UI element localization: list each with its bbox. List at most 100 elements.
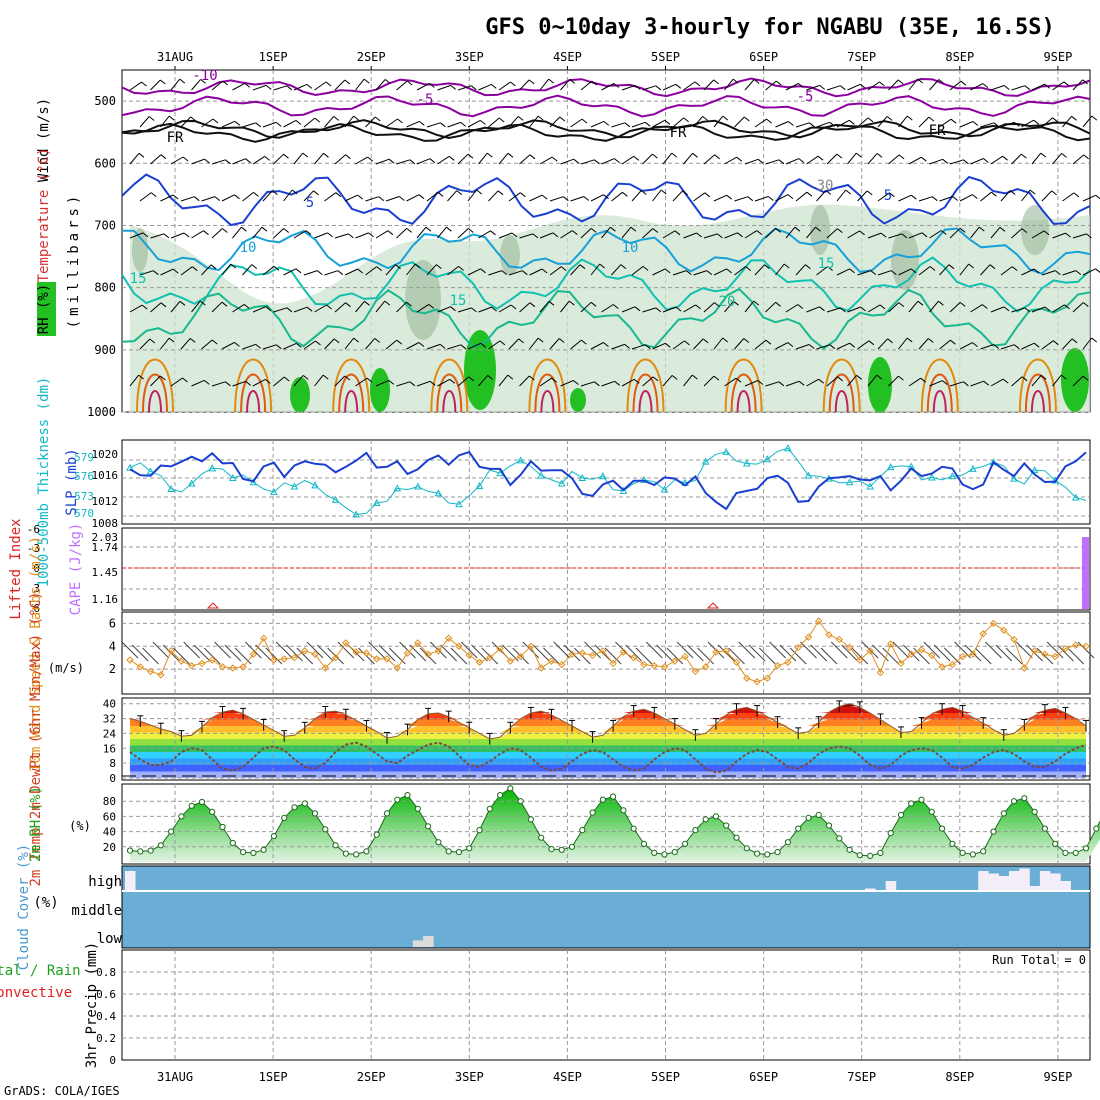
wind-barb xyxy=(293,152,304,165)
wind-barb xyxy=(857,340,870,350)
wind-barb xyxy=(601,83,615,91)
wind-barb xyxy=(683,374,693,387)
wind-barb-flag xyxy=(511,232,518,238)
side-label-total-rain: Total / Rain xyxy=(0,963,81,979)
rh-point xyxy=(455,849,462,856)
wind-barb-flag xyxy=(160,302,167,308)
wind-barb-flag xyxy=(230,263,237,269)
unit-rh2m: (%) xyxy=(69,819,91,833)
wind-barb xyxy=(437,155,450,165)
wind-barb xyxy=(590,120,605,128)
ytick-li: 6 xyxy=(33,602,40,615)
wind-barb xyxy=(959,121,974,128)
wind-barb-flag xyxy=(931,196,938,202)
wind-barb xyxy=(621,378,635,387)
rh-point xyxy=(147,847,154,854)
rh-point xyxy=(1052,840,1059,847)
rh-point xyxy=(579,827,586,834)
temp-contour-loop xyxy=(724,358,763,413)
wind-barb-flag xyxy=(479,120,486,125)
wind-barb-flag xyxy=(717,233,723,239)
ytick-cape: 1.16 xyxy=(92,593,119,606)
wind-barb-flag xyxy=(959,227,966,233)
wind-barb-flag xyxy=(898,375,904,381)
wind-barb-flag xyxy=(456,190,463,195)
wind-barb xyxy=(1000,190,1011,202)
wind-barb xyxy=(191,300,201,313)
wind-barb xyxy=(888,79,899,91)
wind-barb xyxy=(570,118,583,128)
wind-barb xyxy=(611,191,623,202)
barb xyxy=(697,647,715,665)
wind-point xyxy=(660,663,669,671)
wind-barb xyxy=(1052,81,1065,91)
wind-barb-flag xyxy=(880,232,887,238)
wind-barb xyxy=(303,190,314,202)
thickness-point xyxy=(1071,493,1080,501)
barb xyxy=(368,641,386,659)
wind-barb-flag xyxy=(244,83,251,88)
rh-point xyxy=(1093,825,1100,832)
wind-barb-flag xyxy=(817,155,824,161)
wind-barb-flag xyxy=(138,152,145,158)
wind-barb-flag xyxy=(396,339,403,345)
wind-barb-flag xyxy=(467,153,474,159)
wind-barb-flag xyxy=(840,307,846,313)
rh-point xyxy=(702,816,709,823)
wind-barb xyxy=(970,226,980,239)
wind-point xyxy=(516,652,525,661)
date-tick-top: 31AUG xyxy=(157,50,193,64)
wind-barb-flag xyxy=(378,196,385,202)
wind-barb-flag xyxy=(737,232,743,238)
wind-barb xyxy=(385,196,400,202)
ytick-temp: 40 xyxy=(103,698,116,711)
wind-barb-flag xyxy=(856,374,862,380)
date-tick-bottom: 8SEP xyxy=(945,1070,974,1084)
contour-label: 15 xyxy=(450,293,467,309)
wind-barb xyxy=(293,230,307,239)
wind-barb-flag xyxy=(756,230,763,235)
ytick-rh: 60 xyxy=(103,810,116,823)
wind-point xyxy=(208,656,216,664)
rh-point xyxy=(548,846,555,853)
wind-barb-flag xyxy=(234,120,241,126)
rh-point xyxy=(784,839,792,846)
wind-barb-flag xyxy=(794,226,801,232)
wind-barb-flag xyxy=(436,264,442,269)
rh-point xyxy=(414,805,421,812)
thickness-point xyxy=(228,474,237,482)
wind-barb xyxy=(652,268,666,276)
wind-barb-flag xyxy=(446,226,452,232)
wind-barb xyxy=(785,83,799,91)
temp-contour-loop xyxy=(932,390,947,413)
wind-barb-flag xyxy=(572,230,578,235)
wind-barb-flag xyxy=(876,374,883,380)
wind-barb xyxy=(959,194,973,202)
wind-point xyxy=(732,658,741,666)
thickness-point xyxy=(270,487,278,496)
side-label-rh: RH (%) xyxy=(36,284,52,335)
wind-barb-flag xyxy=(898,154,905,160)
ytick-label: 700 xyxy=(94,218,116,232)
temp-band xyxy=(130,703,1086,707)
wind-point xyxy=(958,652,967,661)
wind-barb xyxy=(754,339,767,350)
wind-barb xyxy=(529,115,539,128)
wind-barb xyxy=(898,194,912,202)
date-tick-bottom: 5SEP xyxy=(651,1070,680,1084)
thickness-point xyxy=(578,474,587,482)
date-axis-top: 31AUG 1SEP 2SEP 3SEP 4SEP 5SEP 6SEP 7SEP 8SEP 9SE… xyxy=(157,50,1072,70)
wind-barb xyxy=(355,300,365,313)
wind-barb xyxy=(549,196,564,202)
wind-barb xyxy=(642,307,657,313)
slp-line xyxy=(129,450,1087,511)
wind-barb xyxy=(806,378,819,387)
wind-point xyxy=(434,647,443,655)
wind-barb-flag xyxy=(968,263,975,269)
barb xyxy=(902,644,920,662)
wind-barb-flag xyxy=(1071,115,1077,121)
rh-point xyxy=(815,811,822,819)
wind-barb xyxy=(457,307,472,313)
date-tick-top: 1SEP xyxy=(259,50,288,64)
